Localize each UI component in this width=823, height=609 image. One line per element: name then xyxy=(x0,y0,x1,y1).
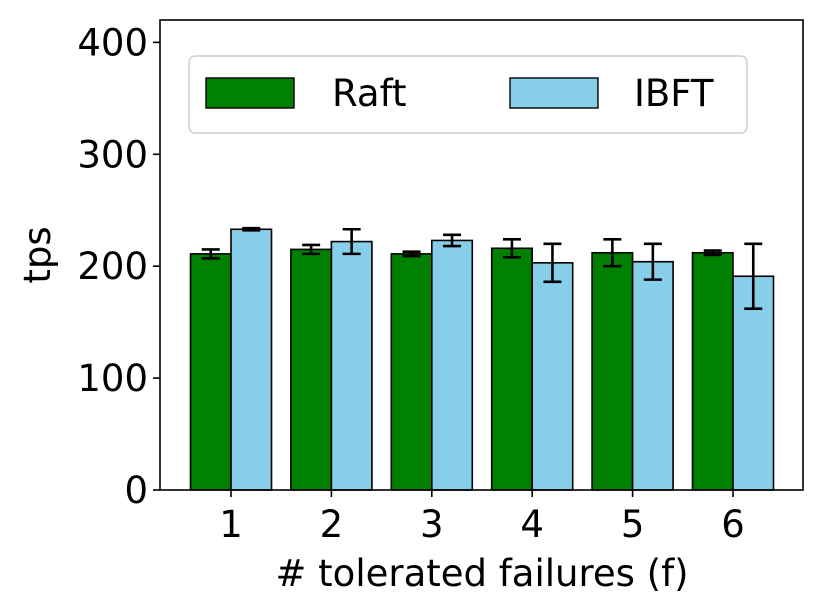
legend-frame xyxy=(188,55,748,134)
bar-raft-3 xyxy=(390,253,433,491)
x-tick-label: 4 xyxy=(520,503,544,546)
bar-ibft-2 xyxy=(330,240,373,491)
x-tick-label: 3 xyxy=(420,503,444,546)
x-tick-label: 2 xyxy=(320,503,344,546)
x-axis-ticks: 1 2 3 4 5 6 xyxy=(219,490,745,546)
x-tick-label: 1 xyxy=(219,503,243,546)
legend-label-raft: Raft xyxy=(332,72,406,115)
y-axis-title: tps xyxy=(16,226,59,283)
error-bar-raft-1 xyxy=(201,248,220,260)
bars-layer xyxy=(189,228,775,491)
error-bar-raft-6 xyxy=(703,249,722,257)
error-bar-ibft-1 xyxy=(242,226,261,232)
y-axis-ticks: 0 100 200 300 400 xyxy=(77,21,160,512)
bar-raft-6 xyxy=(691,251,734,491)
bar-ibft-3 xyxy=(430,239,474,491)
plot-frame xyxy=(159,19,804,491)
error-bar-ibft-6 xyxy=(744,242,763,311)
legend: Raft IBFT xyxy=(188,55,748,134)
bar-raft-4 xyxy=(490,247,534,491)
bar-ibft-4 xyxy=(531,262,574,491)
bar-raft-2 xyxy=(290,248,333,491)
x-tick-label: 6 xyxy=(721,503,745,546)
bar-ibft-1 xyxy=(230,228,273,491)
error-bar-raft-4 xyxy=(502,238,521,259)
error-bar-raft-2 xyxy=(302,243,321,256)
legend-swatch-raft xyxy=(205,77,295,109)
error-bar-ibft-2 xyxy=(342,227,361,256)
error-bar-ibft-4 xyxy=(543,242,562,284)
bar-raft-5 xyxy=(591,251,634,491)
y-tick-label: 300 xyxy=(77,133,148,176)
error-bar-ibft-3 xyxy=(443,233,462,248)
error-bar-raft-5 xyxy=(603,238,622,268)
bar-raft-1 xyxy=(189,253,232,491)
bar-ibft-5 xyxy=(631,260,674,491)
x-tick-label: 5 xyxy=(621,503,645,546)
error-bar-ibft-5 xyxy=(643,242,662,281)
x-axis-title: # tolerated failures (f) xyxy=(275,552,688,595)
bar-ibft-6 xyxy=(732,275,775,491)
legend-swatch-ibft xyxy=(509,77,599,109)
y-tick-label: 100 xyxy=(77,357,148,400)
legend-label-ibft: IBFT xyxy=(634,72,714,115)
y-tick-label: 200 xyxy=(77,245,148,288)
y-tick-label: 0 xyxy=(124,469,148,512)
y-tick-label: 400 xyxy=(77,21,148,64)
error-bars-layer xyxy=(201,226,763,311)
error-bar-raft-3 xyxy=(402,250,421,258)
